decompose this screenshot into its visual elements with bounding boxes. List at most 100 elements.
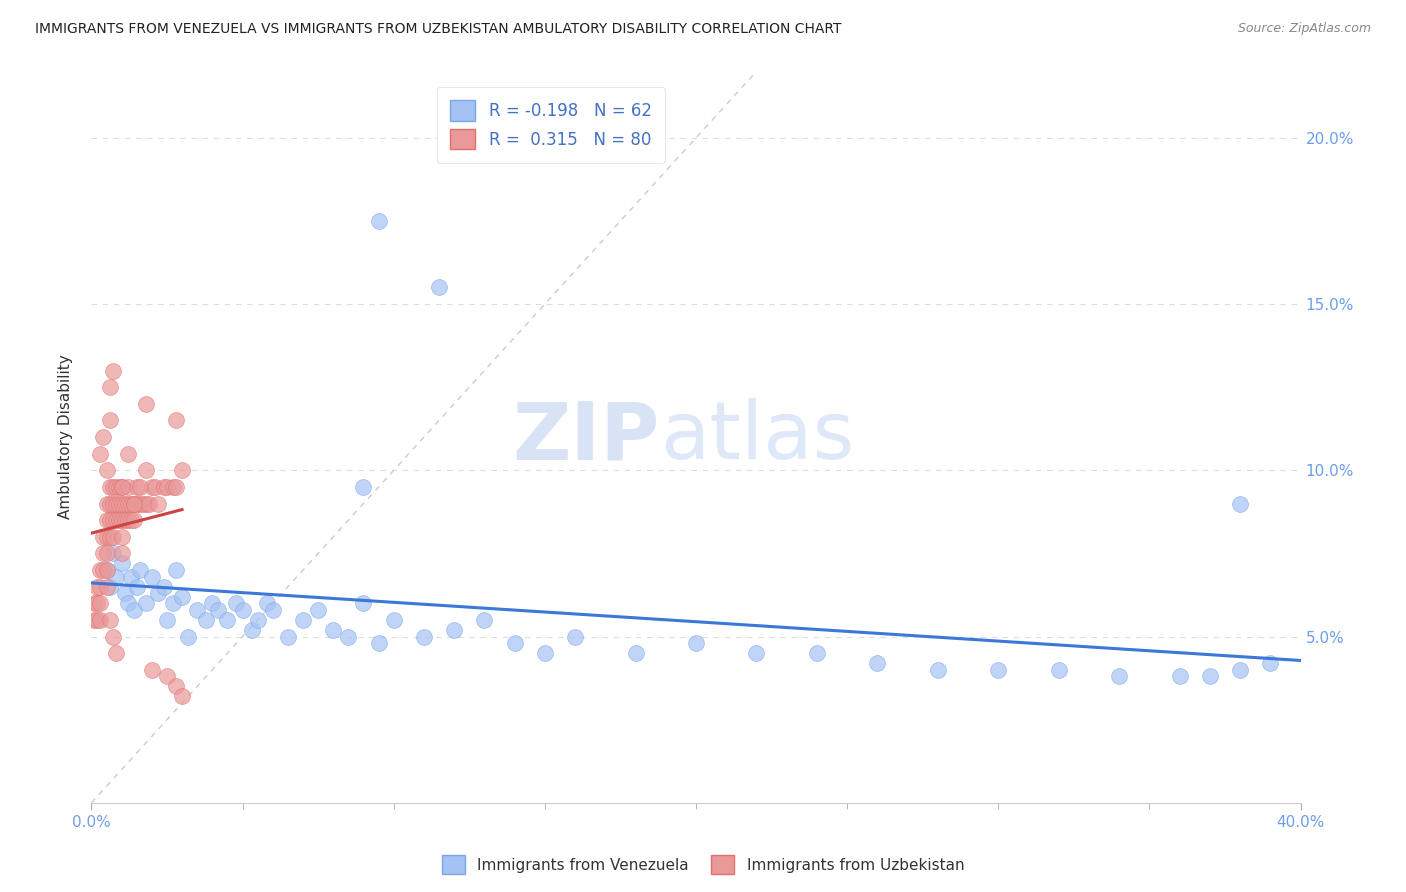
Point	[172, 463, 194, 477]
Point	[207, 603, 229, 617]
Point	[472, 613, 495, 627]
Point	[443, 623, 465, 637]
Point	[240, 623, 263, 637]
Point	[132, 497, 155, 511]
Point	[125, 580, 148, 594]
Point	[111, 513, 132, 527]
Point	[153, 580, 176, 594]
Point	[93, 430, 115, 444]
Point	[98, 480, 121, 494]
Point	[927, 663, 949, 677]
Point	[86, 596, 108, 610]
Point	[117, 513, 139, 527]
Point	[111, 546, 132, 560]
Point	[83, 596, 105, 610]
Point	[367, 636, 389, 650]
Point	[217, 613, 239, 627]
Point	[141, 570, 163, 584]
Point	[153, 480, 176, 494]
Point	[86, 613, 108, 627]
Text: ZIP: ZIP	[512, 398, 659, 476]
Point	[231, 603, 253, 617]
Point	[277, 630, 299, 644]
Point	[337, 630, 360, 644]
Point	[98, 613, 121, 627]
Point	[156, 669, 179, 683]
Point	[172, 590, 194, 604]
Point	[165, 413, 187, 427]
Point	[246, 613, 269, 627]
Point	[135, 397, 157, 411]
Point	[98, 413, 121, 427]
Point	[101, 363, 124, 377]
Point	[122, 603, 145, 617]
Point	[162, 480, 184, 494]
Point	[117, 480, 139, 494]
Y-axis label: Ambulatory Disability: Ambulatory Disability	[58, 355, 73, 519]
Point	[533, 646, 555, 660]
Point	[111, 497, 132, 511]
Legend: R = -0.198   N = 62, R =  0.315   N = 80: R = -0.198 N = 62, R = 0.315 N = 80	[437, 87, 665, 162]
Point	[307, 603, 329, 617]
Point	[93, 563, 115, 577]
Point	[413, 630, 436, 644]
Point	[122, 497, 145, 511]
Point	[135, 596, 157, 610]
Point	[107, 497, 129, 511]
Text: Source: ZipAtlas.com: Source: ZipAtlas.com	[1237, 22, 1371, 36]
Point	[114, 513, 136, 527]
Point	[503, 636, 526, 650]
Point	[122, 513, 145, 527]
Point	[165, 480, 187, 494]
Point	[685, 636, 707, 650]
Point	[262, 603, 284, 617]
Point	[117, 596, 139, 610]
Point	[114, 497, 136, 511]
Point	[1108, 669, 1130, 683]
Point	[128, 480, 150, 494]
Point	[427, 280, 450, 294]
Point	[111, 557, 132, 571]
Point	[96, 546, 118, 560]
Point	[98, 580, 121, 594]
Point	[564, 630, 586, 644]
Point	[120, 570, 142, 584]
Point	[89, 596, 111, 610]
Point	[111, 480, 132, 494]
Point	[1168, 669, 1191, 683]
Point	[104, 646, 127, 660]
Point	[98, 380, 121, 394]
Point	[114, 586, 136, 600]
Text: IMMIGRANTS FROM VENEZUELA VS IMMIGRANTS FROM UZBEKISTAN AMBULATORY DISABILITY CO: IMMIGRANTS FROM VENEZUELA VS IMMIGRANTS …	[35, 22, 842, 37]
Point	[165, 680, 187, 694]
Point	[107, 480, 129, 494]
Point	[745, 646, 768, 660]
Point	[98, 513, 121, 527]
Point	[195, 613, 218, 627]
Point	[156, 480, 179, 494]
Point	[156, 613, 179, 627]
Point	[101, 513, 124, 527]
Point	[89, 447, 111, 461]
Point	[162, 596, 184, 610]
Point	[120, 513, 142, 527]
Point	[128, 563, 150, 577]
Point	[111, 480, 132, 494]
Point	[89, 580, 111, 594]
Point	[141, 663, 163, 677]
Point	[1047, 663, 1070, 677]
Point	[104, 570, 127, 584]
Point	[135, 463, 157, 477]
Point	[1260, 656, 1282, 670]
Point	[165, 563, 187, 577]
Point	[172, 690, 194, 704]
Point	[225, 596, 247, 610]
Point	[125, 497, 148, 511]
Point	[101, 497, 124, 511]
Point	[89, 563, 111, 577]
Point	[96, 580, 118, 594]
Point	[89, 613, 111, 627]
Point	[141, 480, 163, 494]
Text: atlas: atlas	[659, 398, 853, 476]
Point	[86, 580, 108, 594]
